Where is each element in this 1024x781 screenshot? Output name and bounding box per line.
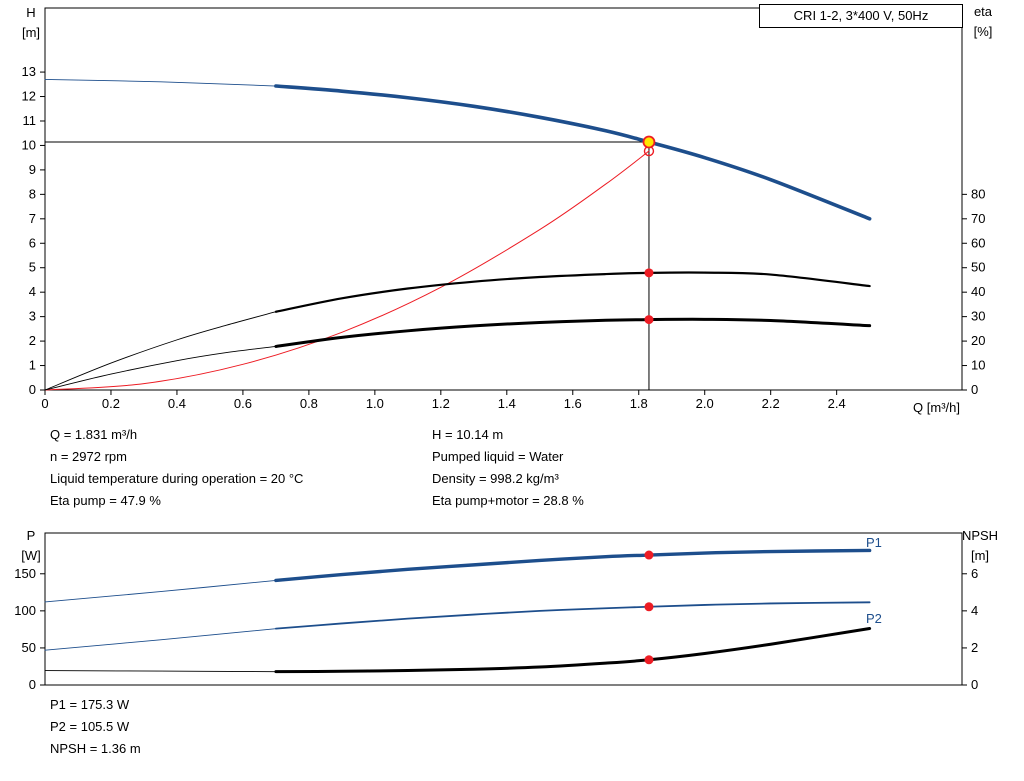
plot-border [44, 7, 963, 391]
x-tick-label: 0.4 [168, 396, 186, 411]
series-p1-power-curve-extension [44, 580, 277, 603]
y-right-tick-label: 50 [971, 260, 985, 275]
annotation-pumped-liquid: Pumped liquid = Water [432, 449, 564, 464]
eta-pump-motor-duty-point [644, 315, 654, 325]
series-npsh-curve-extension [44, 670, 277, 673]
y-right-tick-label: 20 [971, 333, 985, 348]
y-left-tick-label: 6 [29, 235, 36, 250]
power-axis-unit: [W] [21, 548, 41, 563]
annotation-p2: P2 = 105.5 W [50, 719, 130, 734]
x-tick-label: 1.8 [630, 396, 648, 411]
p1-series-label: P1 [866, 535, 882, 550]
x-tick-label: 1.4 [498, 396, 516, 411]
y-left-tick-label: 2 [29, 333, 36, 348]
y-left-tick-label: 5 [29, 260, 36, 275]
series-qh-head-curve [274, 84, 872, 221]
y-left-tick-label: 1 [29, 358, 36, 373]
y-right-tick-label: 2 [971, 640, 978, 655]
duty-annotations-right: H = 10.14 m Pumped liquid = Water Densit… [432, 424, 584, 512]
npsh-axis-unit: [m] [970, 548, 990, 563]
x-tick-label: 0 [41, 396, 48, 411]
x-tick-label: 1.6 [564, 396, 582, 411]
y-left-tick-label: 3 [29, 309, 36, 324]
eta-pump-duty-point [644, 268, 654, 278]
x-tick-label: 0.8 [300, 396, 318, 411]
y-right-tick-label: 40 [971, 284, 985, 299]
plot-border [44, 532, 963, 686]
y-right-tick-label: 4 [971, 603, 978, 618]
y-left-tick-label: 8 [29, 186, 36, 201]
power-axis-title: P [W] [13, 526, 49, 566]
x-tick-label: 0.2 [102, 396, 120, 411]
p2-series-label: P2 [866, 611, 882, 626]
annotation-density: Density = 998.2 kg/m³ [432, 471, 559, 486]
y-right-tick-label: 10 [971, 358, 985, 373]
annotation-npsh: NPSH = 1.36 m [50, 741, 141, 756]
y-left-tick-label: 7 [29, 211, 36, 226]
pump-title-box: CRI 1-2, 3*400 V, 50Hz [759, 4, 963, 28]
x-tick-label: 1.2 [432, 396, 450, 411]
y-right-tick-label: 70 [971, 211, 985, 226]
y-left-tick-label: 100 [14, 603, 36, 618]
x-tick-label: 2.0 [696, 396, 714, 411]
annotation-eta-pump-motor: Eta pump+motor = 28.8 % [432, 493, 584, 508]
series-p1-power-curve [274, 548, 872, 583]
eta-axis-symbol: eta [973, 4, 993, 19]
y-left-tick-label: 50 [22, 640, 36, 655]
y-left-tick-label: 11 [23, 113, 37, 128]
y-left-tick-label: 0 [29, 382, 36, 397]
y-left-tick-label: 0 [29, 677, 36, 692]
duty-annotations-left: Q = 1.831 m³/h n = 2972 rpm Liquid tempe… [50, 424, 303, 512]
power-axis-symbol: P [26, 528, 36, 543]
x-tick-label: 2.2 [762, 396, 780, 411]
head-axis-symbol: H [26, 5, 36, 20]
x-tick-label: 2.4 [828, 396, 846, 411]
head-axis-title: H [m] [13, 3, 49, 43]
annotation-eta-pump: Eta pump = 47.9 % [50, 493, 161, 508]
y-right-tick-label: 6 [971, 566, 978, 581]
x-tick-label: 0.6 [234, 396, 252, 411]
y-left-tick-label: 13 [22, 64, 36, 79]
power-annotations: P1 = 175.3 W P2 = 105.5 W NPSH = 1.36 m [50, 694, 141, 760]
y-left-tick-label: 9 [29, 162, 36, 177]
series-system-resistance-curve [44, 150, 650, 391]
x-tick-label: 1.0 [366, 396, 384, 411]
npsh-duty-point [644, 655, 654, 665]
series-eta-pump-extension [44, 311, 277, 391]
annotation-head: H = 10.14 m [432, 427, 504, 442]
annotation-flow: Q = 1.831 m³/h [50, 427, 138, 442]
y-left-tick-label: 12 [22, 89, 36, 104]
series-qh-head-curve-extension [44, 78, 277, 87]
y-right-tick-label: 30 [971, 309, 985, 324]
annotation-p1: P1 = 175.3 W [50, 697, 130, 712]
qh-eta-chart: 0 0.2 0.4 0.6 0.8 1.0 1.2 1.4 1.6 1.8 2.0 2.2 2.4012… [22, 7, 985, 411]
annotation-speed: n = 2972 rpm [50, 449, 127, 464]
p2-duty-point [644, 602, 654, 612]
y-right-tick-label: 60 [971, 235, 985, 250]
y-right-tick-label: 80 [971, 186, 985, 201]
npsh-axis-title: NPSH [m] [950, 526, 1010, 566]
y-left-tick-label: 10 [22, 137, 36, 152]
annotation-liquid-temperature: Liquid temperature during operation = 20… [50, 471, 304, 486]
p1-duty-point [644, 550, 654, 560]
series-p2-power-curve [274, 601, 871, 630]
head-axis-unit: [m] [21, 25, 41, 40]
flow-axis-title: Q [m³/h] [913, 400, 960, 415]
eta-axis-unit: [%] [973, 24, 993, 39]
series-eta-pump-curve [274, 271, 871, 313]
eta-axis-title: eta [%] [960, 2, 1006, 42]
y-right-tick-label: 0 [971, 677, 978, 692]
y-left-tick-label: 4 [29, 284, 36, 299]
series-eta-pump-motor-extension [44, 346, 277, 391]
y-right-tick-label: 0 [971, 382, 978, 397]
y-left-tick-label: 150 [14, 566, 36, 581]
npsh-axis-symbol: NPSH [961, 528, 999, 543]
series-npsh-curve [274, 626, 872, 674]
power-npsh-chart: 0 50 100 150 0 2 4 6 [14, 532, 978, 692]
series-p2-power-curve-extension [44, 628, 277, 651]
actual-duty-point [642, 135, 656, 149]
series-eta-pump-motor-curve [274, 317, 872, 348]
